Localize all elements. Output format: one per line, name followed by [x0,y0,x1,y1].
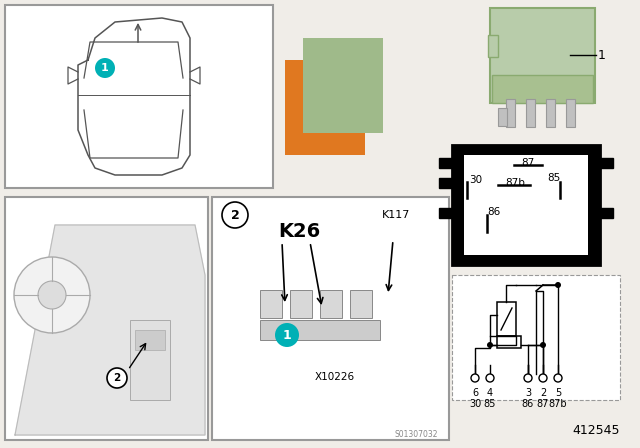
Bar [452,145,600,265]
Text: 87b: 87b [548,399,567,409]
Text: 1: 1 [598,48,606,61]
Bar [490,8,595,103]
Text: 30: 30 [469,175,482,185]
Bar [492,75,593,103]
Text: 85: 85 [484,399,496,409]
Bar [350,290,372,318]
Circle shape [554,374,562,382]
Bar [260,290,282,318]
Bar [566,99,575,127]
Bar [600,158,613,168]
Circle shape [38,281,66,309]
Circle shape [275,323,299,347]
Text: 86: 86 [522,399,534,409]
Text: 86: 86 [487,207,500,217]
Text: 1: 1 [101,63,109,73]
Text: 2: 2 [113,373,120,383]
Text: 412545: 412545 [573,424,620,437]
Circle shape [222,202,248,228]
Text: 87: 87 [537,399,549,409]
Bar [290,290,312,318]
Bar [497,336,521,348]
Bar [439,158,452,168]
Bar [135,330,165,350]
Bar [439,208,452,218]
Circle shape [487,342,493,348]
Text: 6: 6 [472,388,478,398]
Text: 2: 2 [230,208,239,221]
Bar [464,155,588,255]
Circle shape [107,368,127,388]
Bar [130,320,170,400]
Bar [5,197,208,440]
Bar [212,197,449,440]
Text: 87b: 87b [505,178,525,188]
Bar [488,35,498,57]
Text: 3: 3 [525,388,531,398]
Circle shape [540,342,546,348]
Text: 85: 85 [547,173,560,183]
Circle shape [95,58,115,78]
Circle shape [539,374,547,382]
Circle shape [486,374,494,382]
Circle shape [524,374,532,382]
Text: 30: 30 [469,399,481,409]
Bar [546,99,555,127]
Circle shape [555,282,561,288]
Circle shape [471,374,479,382]
Text: 4: 4 [487,388,493,398]
Bar [303,38,383,133]
Bar [497,302,516,336]
Bar [526,99,535,127]
Text: 1: 1 [283,328,291,341]
Bar [506,99,515,127]
Circle shape [14,257,90,333]
Text: 87: 87 [522,158,534,168]
Bar [439,178,452,188]
Text: S01307032: S01307032 [394,430,438,439]
Bar [5,5,273,188]
Polygon shape [15,225,205,435]
Bar [285,60,365,155]
Bar [320,290,342,318]
Text: K117: K117 [382,210,410,220]
Text: 5: 5 [555,388,561,398]
Bar [600,208,613,218]
Bar [260,320,380,340]
Text: X10226: X10226 [315,372,355,382]
Bar [498,108,507,126]
Text: 2: 2 [540,388,546,398]
Bar [452,275,620,400]
Text: K26: K26 [278,222,320,241]
